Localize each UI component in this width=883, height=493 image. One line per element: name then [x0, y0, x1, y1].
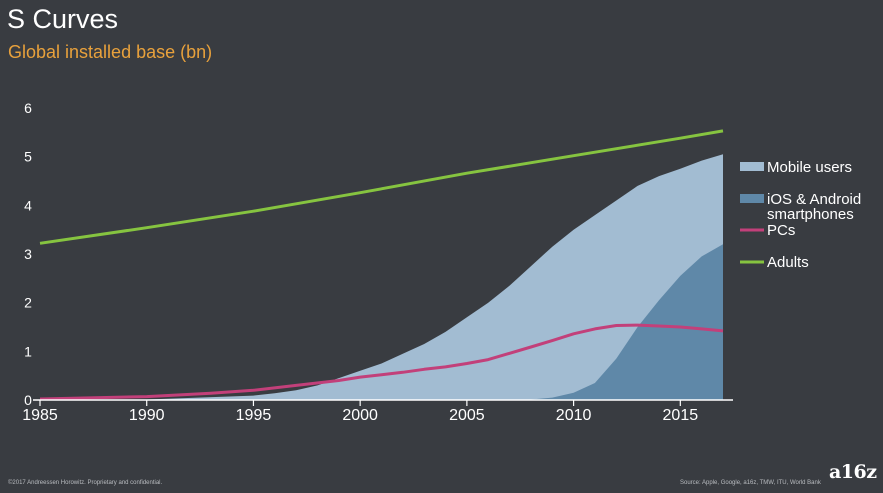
y-tick-label: 2	[24, 295, 32, 311]
y-tick-label: 4	[24, 197, 32, 213]
mobile-users-area	[40, 154, 723, 400]
y-tick-label: 3	[24, 246, 32, 262]
x-tick-label: 2010	[556, 407, 592, 424]
x-tick-label: 2015	[663, 407, 699, 424]
source-note: Source: Apple, Google, a16z, TMW, ITU, W…	[680, 480, 821, 486]
legend-label-pcs: PCs	[767, 222, 795, 239]
y-tick-label: 1	[24, 343, 32, 359]
x-tick-label: 1985	[22, 407, 58, 424]
a16z-logo: a16z	[829, 461, 877, 483]
y-tick-label: 0	[24, 392, 32, 408]
pcs-line	[39, 323, 724, 401]
y-tick-label: 6	[24, 100, 32, 116]
y-tick-label: 5	[24, 149, 32, 165]
legend-label-ios-android-smartphones: iOS & Android smartphones	[767, 191, 861, 223]
legend-swatch-mobile-users	[740, 162, 764, 171]
x-tick-label: 2000	[342, 407, 378, 424]
page-subtitle: Global installed base (bn)	[8, 42, 213, 62]
x-tick-label: 2005	[449, 407, 485, 424]
page-title: S Curves	[7, 4, 119, 34]
legend-swatch-ios-android-smartphones	[740, 194, 764, 203]
copyright-notice: ©2017 Andreessen Horowitz. Proprietary a…	[8, 480, 163, 486]
legend-label-adults: Adults	[767, 254, 809, 271]
ios-android-smartphones-area	[40, 244, 723, 400]
x-tick-label: 1995	[236, 407, 272, 424]
legend-label-mobile-users: Mobile users	[767, 159, 852, 176]
adults-line	[39, 129, 724, 245]
x-tick-label: 1990	[129, 407, 165, 424]
